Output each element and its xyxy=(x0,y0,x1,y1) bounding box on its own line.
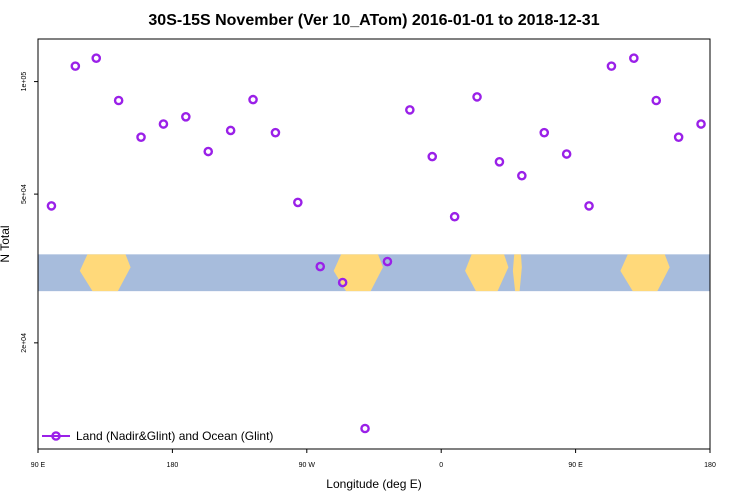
y-axis: 2e+04 5e+04 1e+05 xyxy=(21,72,38,353)
data-point xyxy=(651,95,662,106)
land-mass-0 xyxy=(79,254,131,292)
data-point xyxy=(91,53,102,63)
data-point xyxy=(673,132,684,142)
x-tick-label-5: 180 xyxy=(704,462,716,469)
legend-label: Land (Nadir&Glint) and Ocean (Glint) xyxy=(76,429,273,443)
data-point xyxy=(517,170,527,181)
data-point xyxy=(248,94,258,105)
world-map-strip xyxy=(38,254,710,292)
x-tick-label-0: 90 E xyxy=(31,462,46,469)
data-point xyxy=(472,92,482,102)
data-point xyxy=(427,151,438,162)
data-point xyxy=(629,53,639,63)
data-point xyxy=(584,201,594,211)
land-mass-3 xyxy=(512,254,522,292)
legend: Land (Nadir&Glint) and Ocean (Glint) xyxy=(42,429,273,443)
x-tick-label-4: 90 E xyxy=(568,462,583,469)
x-axis-label: Longitude (deg E) xyxy=(326,477,421,491)
land-mass-2 xyxy=(465,254,509,292)
x-axis: 90 E 180 90 W 0 90 E 180 xyxy=(31,449,716,469)
land-mass-4 xyxy=(620,254,670,292)
data-point xyxy=(449,211,460,222)
y-tick-label-1: 5e+04 xyxy=(21,184,28,204)
data-point xyxy=(70,61,81,71)
data-point xyxy=(382,256,393,267)
data-point xyxy=(494,157,505,167)
plot-frame xyxy=(37,38,711,450)
data-point xyxy=(293,197,303,208)
data-point xyxy=(405,105,415,115)
data-point xyxy=(539,127,550,138)
data-point xyxy=(315,261,326,272)
x-tick-label-2: 90 W xyxy=(299,462,316,469)
data-point xyxy=(203,146,214,157)
data-point xyxy=(113,95,124,106)
data-point xyxy=(606,61,617,71)
legend-marker xyxy=(51,431,61,441)
y-axis-label: N Total xyxy=(0,225,12,262)
x-tick-label-1: 180 xyxy=(167,462,179,469)
data-point xyxy=(360,423,370,434)
data-point xyxy=(225,125,236,136)
data-point xyxy=(270,127,281,138)
data-point xyxy=(46,201,57,211)
data-point xyxy=(158,119,169,129)
data-point xyxy=(696,119,706,129)
data-point xyxy=(337,277,348,288)
y-tick-label-0: 2e+04 xyxy=(21,333,28,353)
y-tick-label-2: 1e+05 xyxy=(21,72,28,92)
chart-title: 30S-15S November (Ver 10_ATom) 2016-01-0… xyxy=(148,12,599,29)
data-point xyxy=(561,149,572,159)
data-point xyxy=(181,112,191,122)
data-point xyxy=(136,132,146,142)
data-points xyxy=(46,53,706,434)
x-tick-label-3: 0 xyxy=(439,462,443,469)
